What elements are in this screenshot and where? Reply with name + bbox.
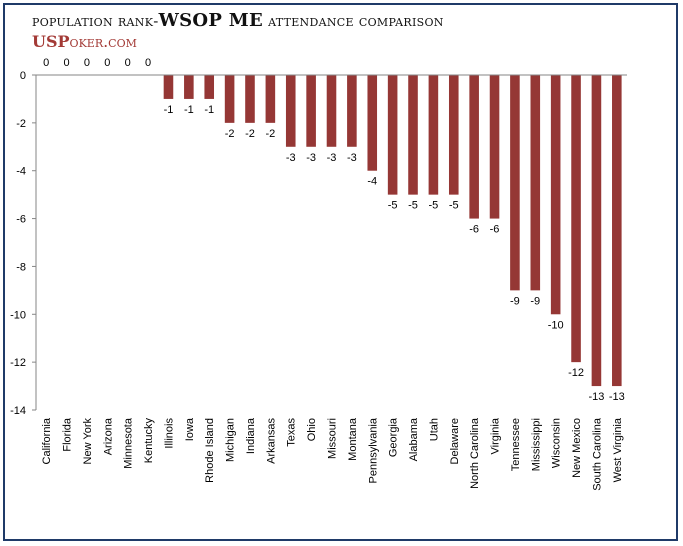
category-label: West Virginia bbox=[612, 417, 624, 482]
data-label: -5 bbox=[408, 200, 418, 212]
bar bbox=[387, 75, 398, 195]
bar bbox=[204, 75, 215, 99]
category-label: Arizona bbox=[102, 417, 114, 455]
category-label: Alabama bbox=[408, 417, 420, 461]
bar bbox=[184, 75, 194, 99]
bar bbox=[489, 75, 500, 219]
bar bbox=[265, 75, 276, 123]
data-label: -10 bbox=[548, 319, 564, 331]
y-tick-label: -8 bbox=[16, 261, 26, 273]
bar bbox=[326, 75, 337, 147]
data-label: 0 bbox=[104, 57, 110, 69]
category-label: Arkansas bbox=[265, 418, 277, 464]
data-label: -9 bbox=[530, 295, 540, 307]
category-label: Florida bbox=[62, 417, 74, 452]
data-label: -2 bbox=[245, 128, 255, 140]
bar bbox=[367, 75, 378, 171]
category-label: Virginia bbox=[490, 417, 502, 454]
data-label: 0 bbox=[43, 57, 49, 69]
data-label: -3 bbox=[286, 152, 296, 164]
data-label: -5 bbox=[429, 200, 439, 212]
data-label: 0 bbox=[64, 57, 70, 69]
y-tick-label: -10 bbox=[10, 309, 26, 321]
category-label: Pennsylvania bbox=[367, 417, 379, 483]
bar bbox=[347, 75, 357, 147]
category-label: New Mexico bbox=[571, 418, 583, 478]
bar bbox=[428, 75, 439, 195]
bar bbox=[285, 75, 296, 147]
data-label: -2 bbox=[225, 128, 235, 140]
category-label: North Carolina bbox=[469, 417, 481, 489]
y-tick-label: -14 bbox=[10, 405, 26, 417]
data-label: 0 bbox=[84, 57, 90, 69]
usp-logo: USPoker.com bbox=[32, 32, 137, 51]
y-tick-label: -2 bbox=[16, 118, 26, 130]
bar bbox=[530, 75, 541, 291]
category-label: South Carolina bbox=[591, 417, 603, 491]
data-label: -12 bbox=[568, 367, 584, 379]
category-label: Tennessee bbox=[510, 418, 522, 471]
category-label: California bbox=[41, 417, 53, 464]
data-label: -1 bbox=[204, 104, 214, 116]
data-label: -3 bbox=[347, 152, 357, 164]
logo-brand: USP bbox=[32, 32, 70, 51]
category-label: Texas bbox=[286, 418, 298, 447]
bar bbox=[591, 75, 602, 387]
y-tick-label: -12 bbox=[10, 357, 26, 369]
bar bbox=[469, 75, 479, 219]
bar bbox=[306, 75, 316, 147]
bar bbox=[612, 75, 622, 387]
category-label: Montana bbox=[347, 417, 359, 461]
category-label: Georgia bbox=[388, 417, 400, 457]
category-label: Kentucky bbox=[143, 418, 155, 464]
title-emphasis: WSOP ME bbox=[158, 10, 264, 31]
category-label: Missouri bbox=[327, 418, 339, 459]
data-label: -9 bbox=[510, 295, 520, 307]
bar bbox=[550, 75, 561, 315]
bar bbox=[448, 75, 459, 195]
bar bbox=[245, 75, 255, 123]
y-tick-label: -4 bbox=[16, 166, 26, 178]
bar bbox=[224, 75, 235, 123]
data-label: -4 bbox=[367, 176, 377, 188]
category-label: Delaware bbox=[449, 418, 461, 464]
data-label: -13 bbox=[588, 391, 604, 403]
y-tick-label: -6 bbox=[16, 214, 26, 226]
bar bbox=[510, 75, 520, 291]
category-label: Minnesota bbox=[123, 417, 135, 469]
category-label: Ohio bbox=[306, 418, 318, 441]
category-label: Illinois bbox=[163, 418, 175, 449]
data-label: -3 bbox=[327, 152, 337, 164]
data-label: -5 bbox=[449, 200, 459, 212]
category-label: Michigan bbox=[225, 418, 237, 462]
chart-frame bbox=[3, 3, 678, 541]
category-label: New York bbox=[82, 418, 94, 465]
data-label: -5 bbox=[388, 200, 398, 212]
data-label: -1 bbox=[164, 104, 174, 116]
data-label: -1 bbox=[184, 104, 194, 116]
logo-rest: oker.com bbox=[69, 32, 137, 51]
category-label: Iowa bbox=[184, 417, 196, 441]
data-label: -2 bbox=[265, 128, 275, 140]
data-label: 0 bbox=[145, 57, 151, 69]
category-label: Indiana bbox=[245, 417, 257, 454]
y-tick-label: 0 bbox=[20, 70, 26, 82]
bar bbox=[408, 75, 418, 195]
title-suffix: attendance comparison bbox=[263, 12, 444, 30]
category-label: Rhode Island bbox=[204, 418, 216, 483]
data-label: -6 bbox=[490, 224, 500, 236]
data-label: 0 bbox=[125, 57, 131, 69]
category-label: Utah bbox=[428, 418, 440, 441]
bar bbox=[163, 75, 174, 99]
data-label: -3 bbox=[306, 152, 316, 164]
bar bbox=[571, 75, 581, 363]
data-label: -13 bbox=[609, 391, 625, 403]
category-label: Wisconsin bbox=[551, 418, 563, 468]
chart-title: population rank-WSOP ME attendance compa… bbox=[32, 10, 444, 31]
title-prefix: population rank- bbox=[32, 12, 159, 30]
data-label: -6 bbox=[469, 224, 479, 236]
category-label: Mississippi bbox=[530, 418, 542, 471]
